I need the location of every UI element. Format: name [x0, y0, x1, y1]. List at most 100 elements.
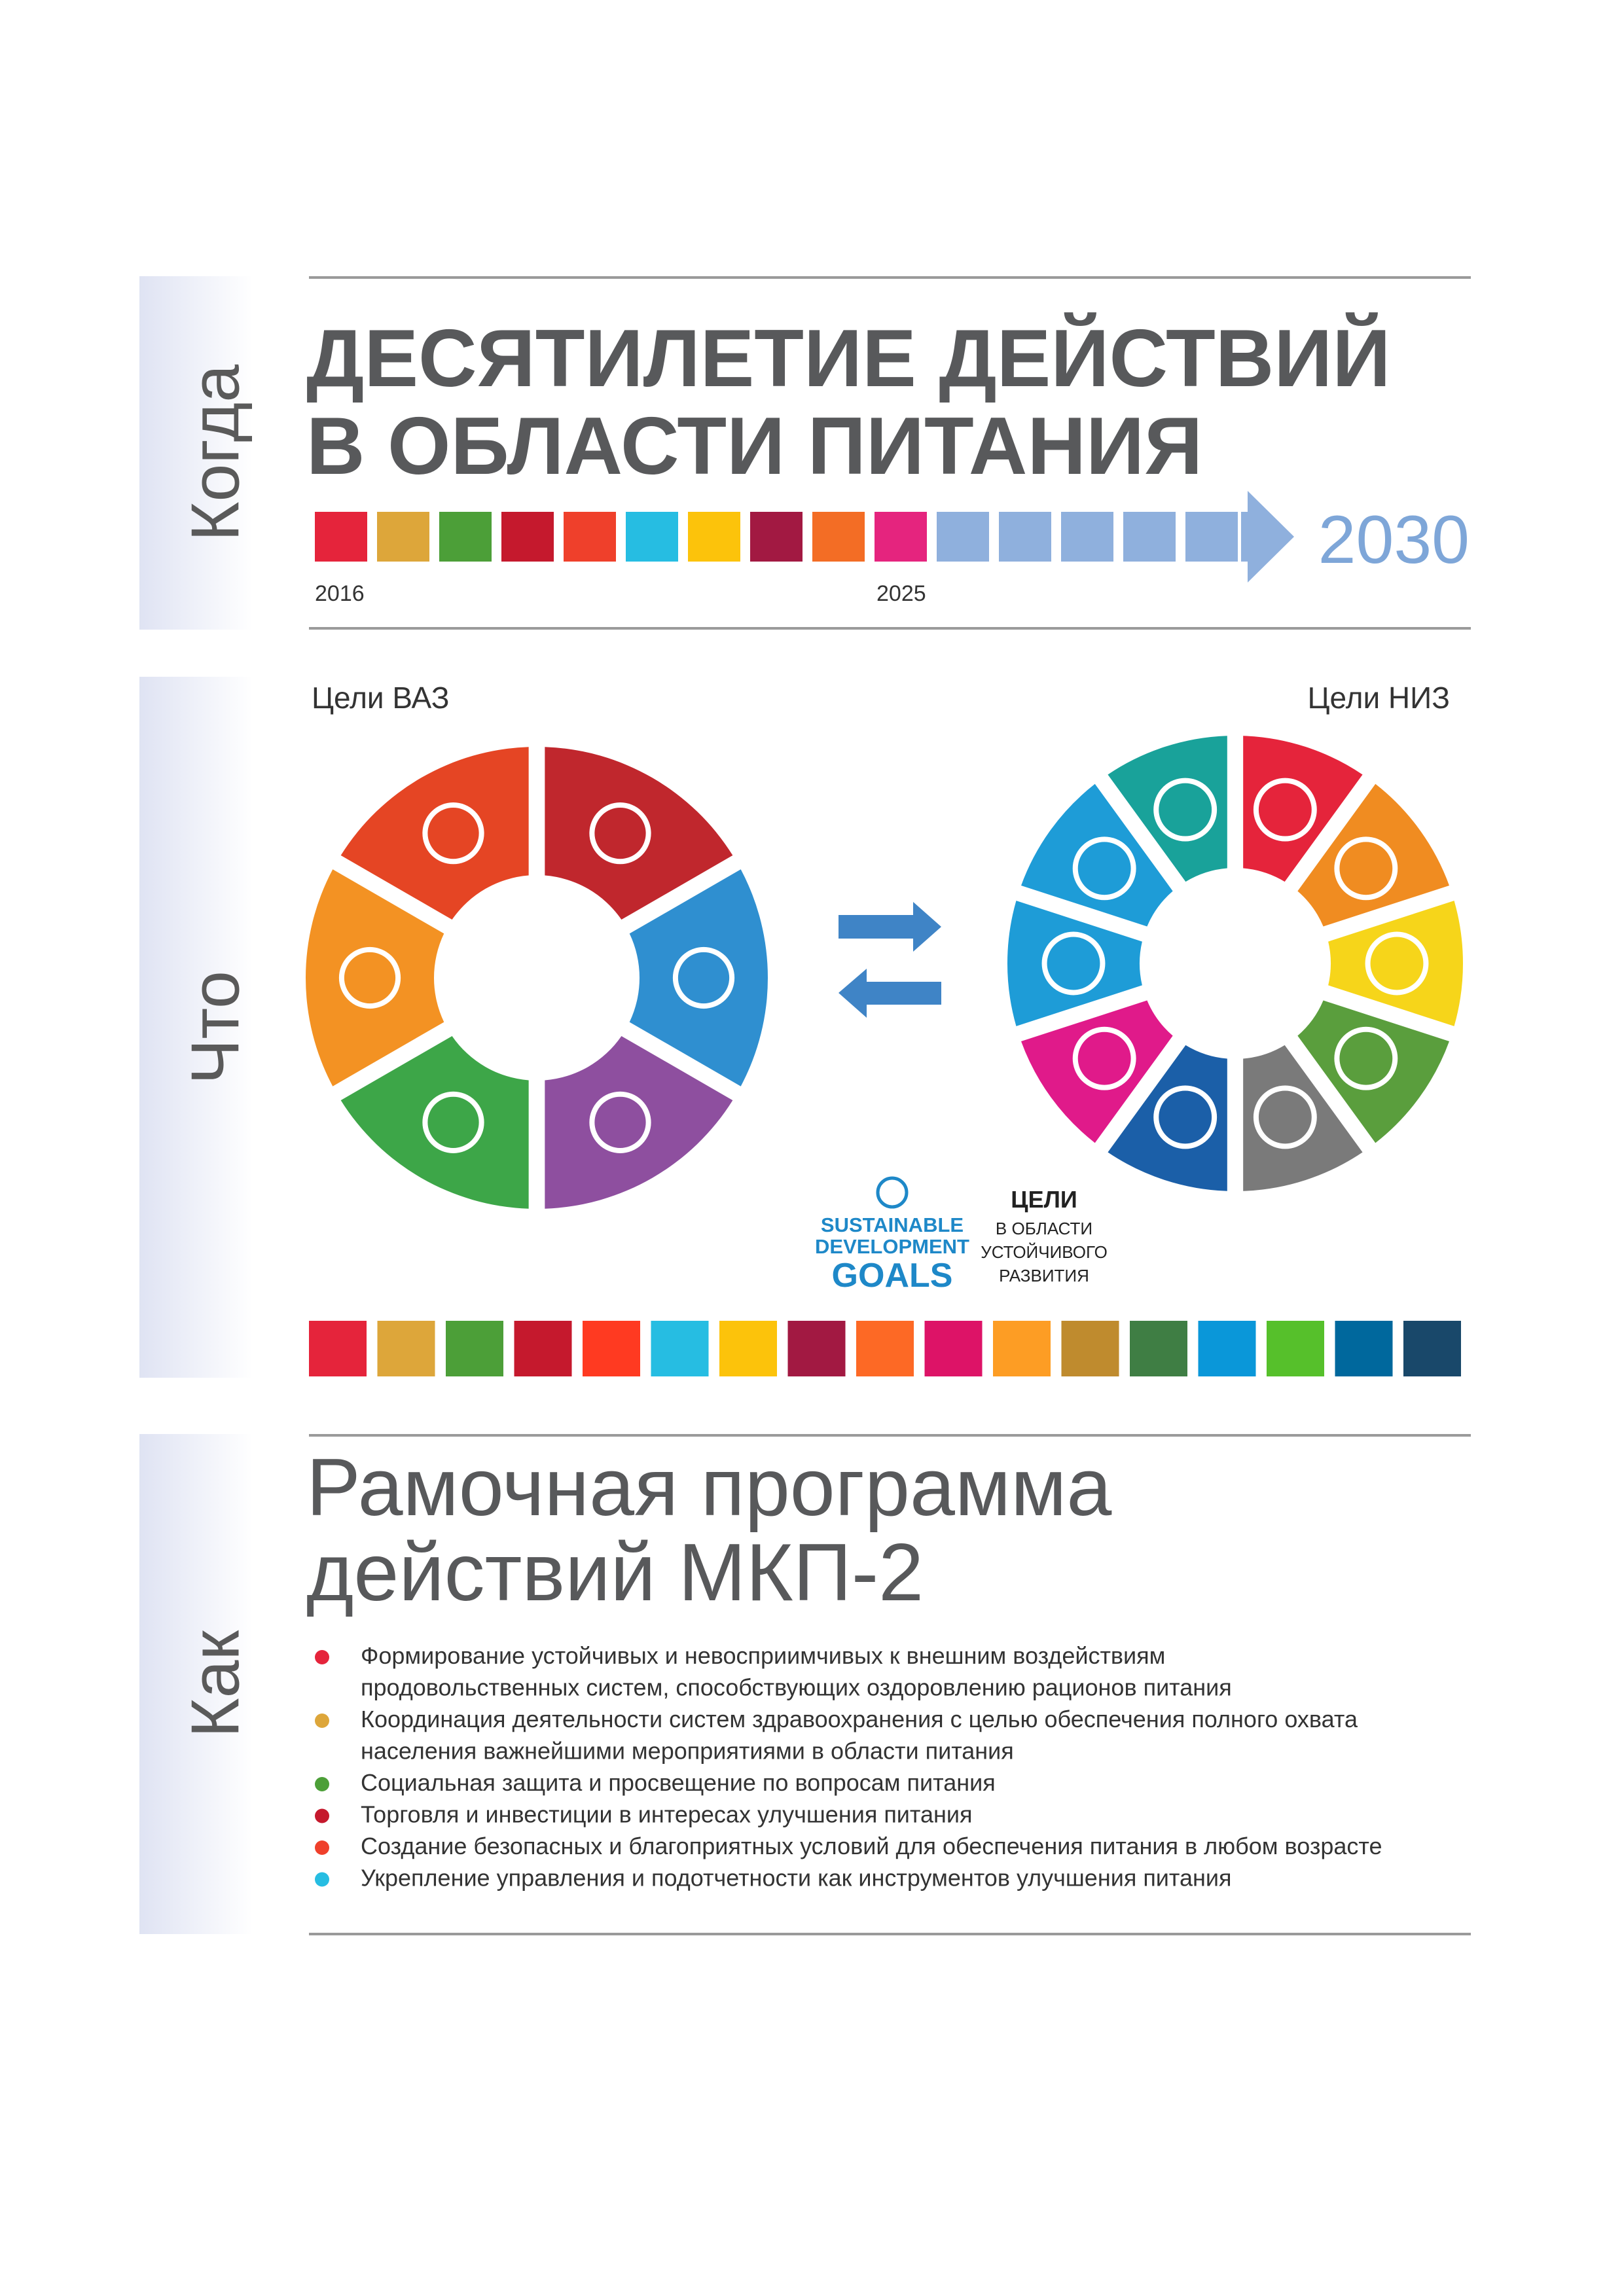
title: ДЕСЯТИЛЕТИЕ ДЕЙСТВИЙ: [306, 312, 1391, 404]
timeline-square: [564, 512, 616, 562]
donut-icon: [672, 946, 735, 1009]
sdg-icons: [309, 1321, 1461, 1376]
year: 2025: [876, 581, 926, 606]
sdg-logo-text: GOALS: [832, 1257, 953, 1295]
timeline-square: [875, 512, 927, 562]
title: действий МКП-2: [306, 1528, 924, 1618]
timeline-square: [1061, 512, 1113, 562]
timeline-square: [750, 512, 803, 562]
donut-icon: [1365, 931, 1429, 996]
timeline-square: [439, 512, 492, 562]
timeline-square: [377, 512, 429, 562]
side-band: [139, 677, 253, 1378]
sdg-icon: [719, 1321, 777, 1376]
donut-icon: [1334, 836, 1398, 901]
donut-segment: [306, 869, 444, 1086]
donut-segment: [1108, 1045, 1227, 1191]
sdg-icon: [309, 1321, 367, 1376]
donut-icon: [1072, 1026, 1136, 1090]
donut-icon: [1072, 836, 1136, 901]
donut-segment: [1108, 736, 1227, 882]
timeline-square: [626, 512, 678, 562]
donut-title: Цели ВАЗ: [312, 681, 450, 715]
bullet: [315, 1840, 329, 1855]
sdg-icon: [1061, 1321, 1119, 1376]
section-label: Как: [177, 1630, 253, 1738]
item-text: Укрепление управления и подотчетности ка…: [361, 1865, 1232, 1892]
donut-icon: [1153, 1085, 1218, 1149]
year: 2016: [315, 581, 365, 606]
donut-title: Цели НИЗ: [1308, 681, 1450, 715]
donut-segment: [1020, 1000, 1173, 1143]
timeline-square: [315, 512, 367, 562]
exchange-arrows: [839, 902, 941, 1018]
donut-icon: [1041, 931, 1106, 996]
timeline-square: [1185, 512, 1238, 562]
sdg-icon: [924, 1321, 983, 1376]
donut-icon: [422, 802, 484, 865]
sdg-icon: [446, 1321, 503, 1376]
sdg-icon: [651, 1321, 709, 1376]
side-band: [139, 276, 253, 630]
donut-segment: [629, 869, 768, 1086]
donut-segment: [340, 1035, 529, 1209]
sdg-caption: ЦЕЛИ: [1011, 1186, 1077, 1213]
donut-icon: [338, 946, 401, 1009]
side-band: [139, 1434, 253, 1934]
donut-segment: [1007, 901, 1142, 1026]
donut-segment: [1020, 783, 1173, 927]
timeline-square: [999, 512, 1051, 562]
sdg-icon: [1335, 1321, 1393, 1376]
donut-icon: [1153, 778, 1218, 842]
donut-icon: [1253, 778, 1317, 842]
donut-segment: [545, 1035, 733, 1209]
bullet: [315, 1872, 329, 1887]
sdg-icon: [514, 1321, 572, 1376]
timeline-square: [501, 512, 554, 562]
bullet: [315, 1650, 329, 1664]
timeline-square: [1123, 512, 1176, 562]
sdg-logo-text: DEVELOPMENT: [815, 1235, 969, 1258]
donut-segment: [1297, 1000, 1450, 1143]
donut-segment: [1297, 783, 1450, 927]
donut-icon: [589, 1091, 651, 1153]
title: Рамочная программа: [306, 1443, 1111, 1533]
donut-segment: [1328, 901, 1463, 1026]
bullet: [315, 1777, 329, 1791]
sdg-icon: [1198, 1321, 1256, 1376]
donut-icon: [422, 1091, 484, 1153]
sdg-caption: В ОБЛАСТИ: [996, 1219, 1092, 1238]
donut-segment: [340, 747, 529, 920]
timeline-arrow: [1241, 491, 1294, 583]
donut-icon: [1253, 1085, 1317, 1149]
sdg-logo-text: SUSTAINABLE: [821, 1213, 964, 1236]
un-emblem: [876, 1176, 909, 1209]
donut-icon: [1334, 1026, 1398, 1090]
donut-segment: [545, 747, 733, 920]
donut-segment: [1243, 736, 1363, 882]
donut-segment: [1243, 1045, 1363, 1191]
timeline-square: [812, 512, 865, 562]
donuts: [306, 736, 1463, 1209]
sdg-icon: [856, 1321, 914, 1376]
item-text: Торговля и инвестиции в интересах улучше…: [361, 1801, 973, 1828]
sdg-icon: [583, 1321, 640, 1376]
timeline: [315, 491, 1294, 583]
sdg-icon: [1130, 1321, 1187, 1376]
sdg-caption: УСТОЙЧИВОГО: [981, 1242, 1108, 1262]
sdg-icon: [787, 1321, 846, 1376]
item-text: продовольственных систем, способствующих…: [361, 1674, 1232, 1701]
bullet: [315, 1808, 329, 1823]
item-text: Координация деятельности систем здравоох…: [361, 1706, 1358, 1732]
section-label: Что: [177, 971, 253, 1085]
item-text: Создание безопасных и благоприятных усло…: [361, 1833, 1382, 1859]
section-label: Когда: [177, 365, 253, 541]
donut-icon: [589, 802, 651, 865]
item-text: населения важнейшими мероприятиями в обл…: [361, 1738, 1014, 1765]
item-text: Формирование устойчивых и невосприимчивы…: [361, 1642, 1165, 1669]
timeline-square: [688, 512, 740, 562]
year: 2030: [1318, 502, 1470, 578]
item-text: Социальная защита и просвещение по вопро…: [361, 1769, 996, 1796]
sdg-icon: [377, 1321, 435, 1376]
